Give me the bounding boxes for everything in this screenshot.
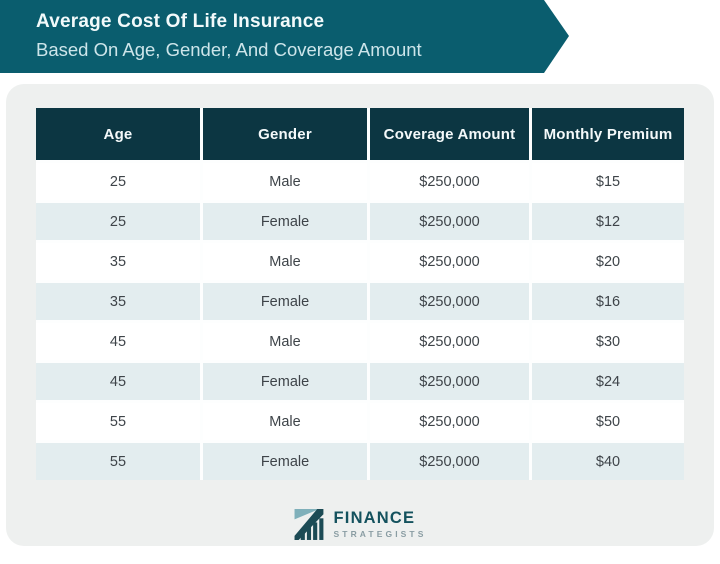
page-subtitle: Based On Age, Gender, And Coverage Amoun… <box>36 39 422 60</box>
table-cell: 45 <box>36 323 200 360</box>
table-cell: Male <box>203 163 367 200</box>
table-cell: Male <box>203 403 367 440</box>
table-cell: 35 <box>36 243 200 280</box>
table-cell: Female <box>203 203 367 240</box>
table-cell: $250,000 <box>370 443 529 480</box>
table-cell: Female <box>203 283 367 320</box>
table-cell: $250,000 <box>370 243 529 280</box>
table-cell: $24 <box>532 363 684 400</box>
logo-wordmark: FINANCE STRATEGISTS <box>333 509 427 540</box>
column-header-coverage-amount: Coverage Amount <box>370 108 529 160</box>
table-cell: $40 <box>532 443 684 480</box>
table-cell: $250,000 <box>370 323 529 360</box>
column-header-gender: Gender <box>203 108 367 160</box>
table-cell: 55 <box>36 443 200 480</box>
table-cell: $250,000 <box>370 283 529 320</box>
table-cell: $20 <box>532 243 684 280</box>
table-cell: $16 <box>532 283 684 320</box>
table-cell: $250,000 <box>370 203 529 240</box>
table-cell: Female <box>203 443 367 480</box>
finance-strategists-logo: FINANCE STRATEGISTS <box>294 508 427 541</box>
table-cell: $50 <box>532 403 684 440</box>
table-cell: Female <box>203 363 367 400</box>
page-title: Average Cost Of Life Insurance <box>36 11 325 32</box>
growth-chart-icon <box>294 509 324 540</box>
table-cell: 45 <box>36 363 200 400</box>
table-cell: $30 <box>532 323 684 360</box>
table-cell: $250,000 <box>370 403 529 440</box>
insurance-cost-table: Age Gender Coverage Amount Monthly Premi… <box>36 108 684 480</box>
table-cell: $250,000 <box>370 363 529 400</box>
table-cell: $250,000 <box>370 163 529 200</box>
table-cell: 25 <box>36 163 200 200</box>
table-cell: 35 <box>36 283 200 320</box>
logo-brand-text: FINANCE <box>333 509 416 527</box>
column-header-monthly-premium: Monthly Premium <box>532 108 684 160</box>
table-cell: $12 <box>532 203 684 240</box>
table-cell: Male <box>203 243 367 280</box>
table-cell: 55 <box>36 403 200 440</box>
column-header-age: Age <box>36 108 200 160</box>
logo-tagline-text: STRATEGISTS <box>333 529 427 539</box>
table-cell: $15 <box>532 163 684 200</box>
table-cell: Male <box>203 323 367 360</box>
table-cell: 25 <box>36 203 200 240</box>
title-banner: Average Cost Of Life Insurance Based On … <box>0 0 569 73</box>
